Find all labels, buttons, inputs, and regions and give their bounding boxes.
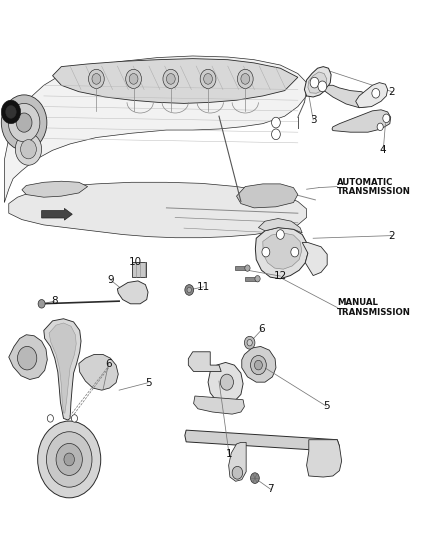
Circle shape [56,443,82,475]
Polygon shape [304,67,331,97]
Circle shape [383,114,390,123]
Text: 11: 11 [197,282,210,292]
Polygon shape [307,440,342,477]
Circle shape [247,340,252,346]
Circle shape [187,287,191,293]
Circle shape [21,140,36,159]
Circle shape [92,74,101,84]
Circle shape [1,100,21,124]
Circle shape [185,285,194,295]
Polygon shape [258,219,302,233]
Text: 1: 1 [226,449,233,459]
Polygon shape [302,243,327,276]
Polygon shape [132,262,146,277]
Text: TRANSMISSION: TRANSMISSION [337,308,411,317]
Circle shape [276,230,284,239]
Circle shape [71,415,78,422]
Text: 9: 9 [107,275,114,285]
Circle shape [237,69,253,88]
Polygon shape [188,352,221,372]
Polygon shape [9,335,47,379]
Polygon shape [308,72,327,93]
Circle shape [272,117,280,128]
Polygon shape [229,442,246,481]
Circle shape [232,466,243,479]
Polygon shape [237,184,298,208]
Circle shape [18,346,37,370]
Polygon shape [235,266,247,270]
Text: 3: 3 [310,115,317,125]
Text: 6: 6 [105,359,112,368]
Text: 8: 8 [51,296,58,306]
Circle shape [129,74,138,84]
Circle shape [262,247,270,257]
Text: MANUAL: MANUAL [337,298,378,307]
FancyArrow shape [42,208,72,220]
Circle shape [38,300,45,308]
Circle shape [241,74,250,84]
Circle shape [200,69,216,88]
Polygon shape [356,83,388,108]
Polygon shape [49,323,76,413]
Circle shape [251,356,266,375]
Circle shape [255,276,260,282]
Polygon shape [242,346,276,382]
Text: 2: 2 [389,87,396,96]
Polygon shape [332,110,391,132]
Polygon shape [4,56,307,203]
Circle shape [318,81,327,92]
Polygon shape [245,277,258,281]
Circle shape [6,106,16,118]
Circle shape [166,74,175,84]
Polygon shape [53,59,298,103]
Circle shape [64,453,74,466]
Polygon shape [9,182,307,238]
Polygon shape [44,319,81,420]
Polygon shape [208,362,243,403]
Circle shape [272,129,280,140]
Circle shape [204,74,212,84]
Text: 5: 5 [323,401,330,411]
Circle shape [1,95,47,150]
Text: 4: 4 [380,146,387,155]
Circle shape [163,69,179,88]
Text: 2: 2 [389,231,396,240]
Text: 5: 5 [145,378,152,387]
Circle shape [88,69,104,88]
Circle shape [15,133,42,165]
Circle shape [310,77,319,88]
Circle shape [377,123,383,131]
Polygon shape [22,181,88,197]
Polygon shape [185,430,339,451]
Circle shape [126,69,141,88]
Circle shape [47,415,53,422]
Circle shape [46,432,92,487]
Circle shape [8,103,40,142]
Polygon shape [79,354,118,390]
Circle shape [251,473,259,483]
Polygon shape [117,281,148,304]
Circle shape [254,360,262,370]
Circle shape [245,265,250,271]
Polygon shape [194,396,244,414]
Polygon shape [255,228,308,279]
Circle shape [16,113,32,132]
Circle shape [244,336,255,349]
Circle shape [372,88,380,98]
Circle shape [38,421,101,498]
Text: 12: 12 [274,271,287,281]
Circle shape [291,247,299,257]
Circle shape [220,374,233,390]
Text: 10: 10 [128,257,141,267]
Text: AUTOMATIC: AUTOMATIC [337,178,394,187]
Polygon shape [263,233,302,269]
Text: 6: 6 [258,325,265,334]
Text: TRANSMISSION: TRANSMISSION [337,188,411,196]
Polygon shape [324,85,371,108]
Text: 7: 7 [267,484,274,494]
